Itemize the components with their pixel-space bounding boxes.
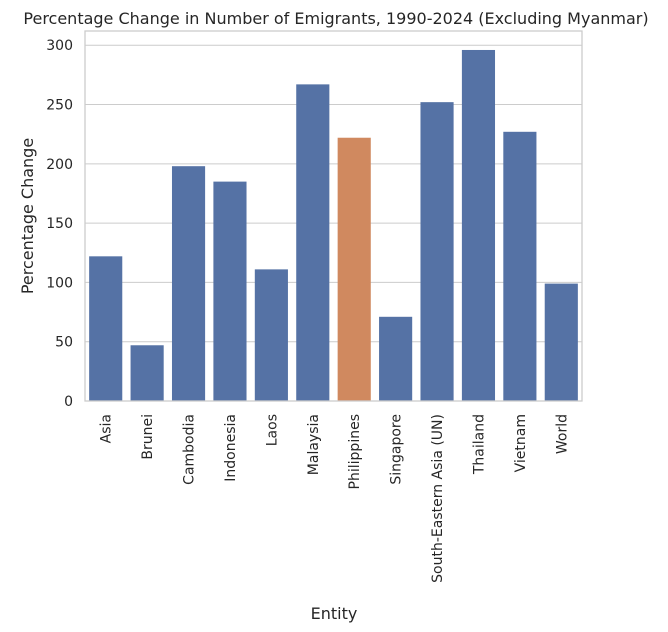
gridlines [85, 44, 582, 402]
bar-cambodia [171, 166, 206, 401]
x-tick-label: Philippines [347, 414, 363, 489]
x-tick-label: Cambodia [182, 414, 198, 485]
y-tick-label: 250 [46, 98, 73, 114]
x-tick-label: Malaysia [306, 414, 322, 475]
bar-thailand [461, 49, 496, 401]
x-tick-label: Asia [99, 414, 115, 443]
y-tick-label: 0 [64, 394, 73, 410]
bar-malaysia [296, 84, 330, 401]
x-tick-label: Thailand [471, 414, 487, 475]
chart-title: Percentage Change in Number of Emigrants… [23, 9, 648, 28]
bar-vietnam [503, 131, 537, 402]
x-tick-labels: Asia Brunei Cambodia Indonesia Laos Malaysia P… [99, 414, 571, 583]
bar-singapore [379, 316, 413, 401]
x-tick-label: Indonesia [223, 414, 239, 482]
bar-indonesia [213, 181, 247, 401]
x-axis-title: Entity [311, 604, 358, 623]
x-tick-label: Laos [264, 414, 280, 446]
x-tick-label: Vietnam [513, 414, 529, 472]
bar-philippines [337, 137, 371, 401]
x-tick-label: World [554, 414, 570, 454]
bar-south-eastern-asia-un [420, 102, 454, 402]
bar-world [544, 283, 578, 401]
y-tick-labels: 0 50 100 150 200 250 300 [46, 38, 73, 410]
y-tick-label: 200 [46, 157, 73, 173]
bars [89, 49, 578, 402]
y-axis-title: Percentage Change [18, 138, 37, 294]
bar-brunei [130, 345, 164, 401]
y-tick-label: 50 [55, 335, 73, 351]
x-tick-label: Brunei [140, 414, 156, 460]
x-tick-label: Singapore [389, 414, 405, 485]
y-tick-label: 150 [46, 216, 73, 232]
bar-asia [89, 256, 123, 401]
y-tick-label: 100 [46, 275, 73, 291]
y-tick-label: 300 [46, 38, 73, 54]
x-tick-label: South-Eastern Asia (UN) [430, 414, 446, 583]
bar-laos [254, 269, 288, 401]
plot-frame [84, 30, 583, 402]
